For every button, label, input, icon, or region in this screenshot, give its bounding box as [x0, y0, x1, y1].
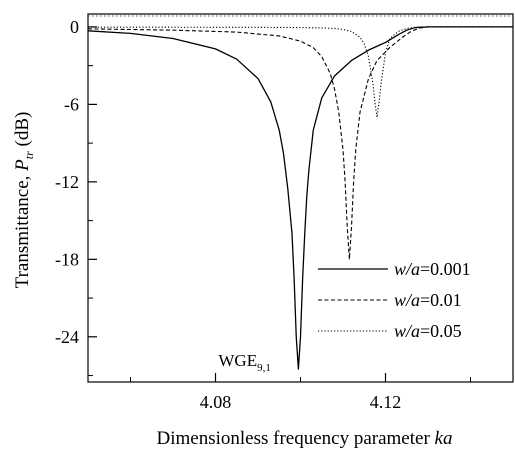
legend-label: w/a=0.01	[394, 290, 462, 310]
legend-label-value: =0.05	[420, 321, 462, 341]
y-tick-label: -12	[55, 172, 79, 192]
x-tick-label: 4.08	[200, 392, 232, 412]
series-line-dashed	[87, 26, 513, 260]
series-line-solid	[87, 26, 513, 370]
y-tick-label: -24	[55, 327, 79, 347]
series-lines	[87, 26, 513, 370]
wge-annotation-subscript: 9,1	[257, 362, 271, 374]
legend-label-variable: w/a	[394, 321, 420, 341]
x-axis-label-text: Dimensionless frequency parameter	[157, 428, 435, 449]
y-axis-label-variable: P	[12, 159, 33, 172]
axis-ticks: 0 -6 -12 -18 -24 4.08 4.12	[55, 17, 471, 412]
y-tick-label: -6	[64, 94, 79, 114]
wge-annotation: WGE9,1	[218, 351, 270, 374]
legend-label-value: =0.001	[420, 259, 471, 279]
legend-label-variable: w/a	[394, 290, 420, 310]
y-axis-label-text: Transmittance,	[12, 171, 33, 289]
x-axis-label: Dimensionless frequency parameter ka	[157, 428, 453, 449]
legend-label-variable: w/a	[394, 259, 420, 279]
y-axis-label-subscript: tr	[22, 151, 36, 159]
legend-label-value: =0.01	[420, 290, 462, 310]
wge-annotation-label: WGE	[218, 351, 257, 370]
y-axis-label-unit: (dB)	[12, 112, 33, 152]
x-axis-label-variable: ka	[435, 428, 453, 449]
x-tick-label: 4.12	[370, 392, 402, 412]
legend-label: w/a=0.001	[394, 259, 471, 279]
legend-label: w/a=0.05	[394, 321, 462, 341]
y-tick-label: -18	[55, 249, 79, 269]
series-line-dotted	[87, 26, 513, 118]
y-axis-label: Transmittance, Ptr (dB)	[12, 112, 36, 289]
y-tick-label: 0	[70, 17, 79, 37]
